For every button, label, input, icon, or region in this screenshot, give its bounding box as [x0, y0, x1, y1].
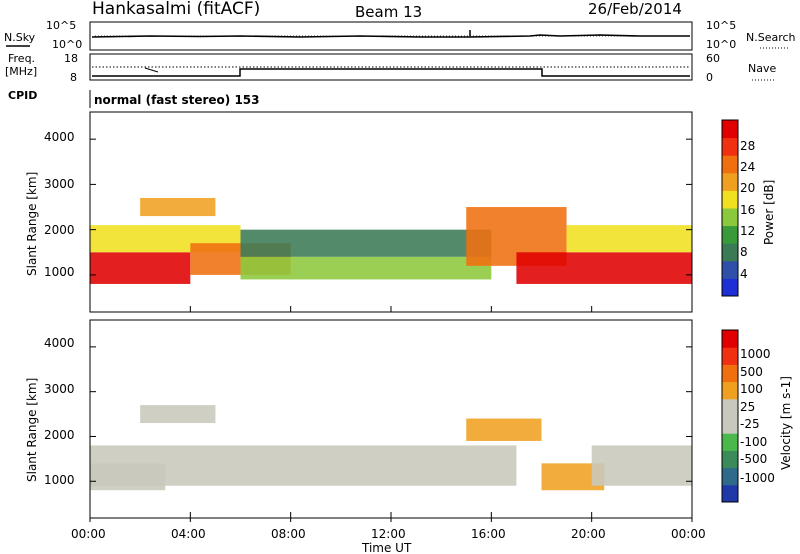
power-colorbar-segment [722, 278, 738, 297]
noise-search-label: N.Search [746, 31, 796, 44]
power-colorbar-segment [722, 137, 738, 156]
velocity-colorbar-segment [722, 398, 738, 417]
velocity-colorbar-segment [722, 364, 738, 383]
vel-cbar-tick-25: 25 [740, 400, 755, 414]
x-tick-2400: 00:00 [671, 527, 706, 541]
station-title: Hankasalmi (fitACF) [92, 0, 260, 19]
power-colorbar-segment [722, 155, 738, 174]
x-tick-0800: 08:00 [271, 527, 306, 541]
vel-cbar-tick-neg25: -25 [740, 417, 760, 431]
x-tick-1600: 16:00 [471, 527, 506, 541]
power-ytick-4000: 4000 [44, 130, 75, 144]
nave-right-tick-top: 60 [706, 52, 720, 65]
power-colorbar-segment [722, 120, 738, 139]
velocity-colorbar [722, 330, 738, 503]
x-tick-0000: 00:00 [71, 527, 106, 541]
velocity-ytick-3000: 3000 [44, 382, 75, 396]
beam-title: Beam 13 [355, 3, 422, 21]
power-cbar-tick-16: 16 [740, 203, 755, 217]
velocity-colorbar-segment [722, 450, 738, 469]
velocity-cbar-title: Velocity [m s-1] [779, 376, 793, 470]
velocity-colorbar-segment [722, 484, 738, 503]
nave-label: Nave [748, 62, 776, 75]
power-colorbar-segment [722, 260, 738, 279]
freq-label-line2: [MHz] [5, 65, 37, 78]
velocity-band [90, 445, 517, 486]
power-cbar-tick-28: 28 [740, 139, 755, 153]
velocity-band [466, 418, 542, 441]
velocity-colorbar-segment [722, 381, 738, 400]
time-axis [89, 518, 693, 522]
velocity-band [140, 405, 216, 424]
noise-sky-label: N.Sky [4, 31, 36, 44]
velocity-colorbar-segment [722, 467, 738, 486]
power-cbar-title: Power [dB] [762, 180, 776, 245]
power-colorbar-segment [722, 225, 738, 244]
velocity-ytick-2000: 2000 [44, 428, 75, 442]
freq-label-line1: Freq. [8, 52, 35, 65]
power-band [90, 252, 191, 284]
noise-sky-trace [91, 34, 690, 38]
frequency-panel: Freq. [MHz] 18 8 60 0 Nave [5, 52, 776, 84]
x-tick-2000: 20:00 [571, 527, 606, 541]
vel-cbar-tick-100: 100 [740, 382, 763, 396]
power-heatmap [90, 197, 692, 284]
x-tick-0400: 04:00 [171, 527, 206, 541]
noise-right-tick-bottom: 10^0 [706, 38, 736, 51]
velocity-colorbar-segment [722, 347, 738, 365]
velocity-colorbar-segment [722, 433, 738, 451]
power-cbar-tick-24: 24 [740, 160, 755, 174]
vel-cbar-tick-neg500: -500 [740, 452, 767, 466]
vel-cbar-tick-neg100: -100 [740, 435, 767, 449]
power-cbar-tick-20: 20 [740, 181, 755, 195]
power-ytick-1000: 1000 [44, 265, 75, 279]
power-cbar-tick-8: 8 [740, 245, 748, 259]
power-colorbar-segment [722, 172, 738, 191]
power-ytick-3000: 3000 [44, 177, 75, 191]
date-title: 26/Feb/2014 [588, 0, 682, 18]
velocity-ylabel: Slant Range [km] [25, 378, 39, 482]
power-ytick-2000: 2000 [44, 223, 75, 237]
velocity-heatmap [90, 405, 692, 491]
vel-cbar-tick-1000: 1000 [740, 347, 771, 361]
power-band [566, 225, 692, 253]
cpid-mode-text: normal (fast stereo) 153 [94, 93, 260, 107]
freq-left-tick-top: 18 [64, 52, 78, 65]
power-band [240, 229, 492, 257]
power-cbar-tick-4: 4 [740, 267, 748, 281]
cpid-label: CPID [8, 89, 37, 102]
x-axis-title: Time UT [361, 541, 412, 554]
frequency-trace [92, 68, 690, 77]
noise-right-tick-top: 10^5 [706, 19, 736, 32]
velocity-panel: 4000 3000 2000 1000 Slant Range [km] 100… [25, 319, 793, 519]
power-band [516, 252, 692, 284]
vel-cbar-tick-neg1000: -1000 [740, 471, 775, 485]
noise-left-tick-bottom: 10^0 [52, 38, 82, 51]
velocity-ytick-1000: 1000 [44, 473, 75, 487]
power-colorbar-segment [722, 243, 738, 262]
power-ylabel: Slant Range [km] [25, 172, 39, 276]
nave-right-tick-bottom: 0 [706, 71, 713, 84]
power-cbar-tick-12: 12 [740, 224, 755, 238]
power-band [240, 256, 492, 280]
noise-panel: N.Sky 10^5 10^0 10^5 10^0 N.Search [4, 19, 796, 51]
power-band [140, 197, 216, 217]
power-colorbar-segment [722, 190, 738, 209]
velocity-ytick-4000: 4000 [44, 336, 75, 350]
power-colorbar [722, 120, 738, 297]
power-colorbar-segment [722, 208, 738, 227]
x-tick-1200: 12:00 [371, 527, 406, 541]
noise-left-tick-top: 10^5 [46, 19, 76, 32]
power-panel: 4000 3000 2000 1000 Slant Range [km] 28 … [25, 111, 776, 313]
velocity-colorbar-segment [722, 330, 738, 348]
vel-cbar-tick-500: 500 [740, 365, 763, 379]
velocity-colorbar-segment [722, 416, 738, 434]
freq-left-tick-bottom: 8 [70, 71, 77, 84]
velocity-band [591, 445, 692, 486]
